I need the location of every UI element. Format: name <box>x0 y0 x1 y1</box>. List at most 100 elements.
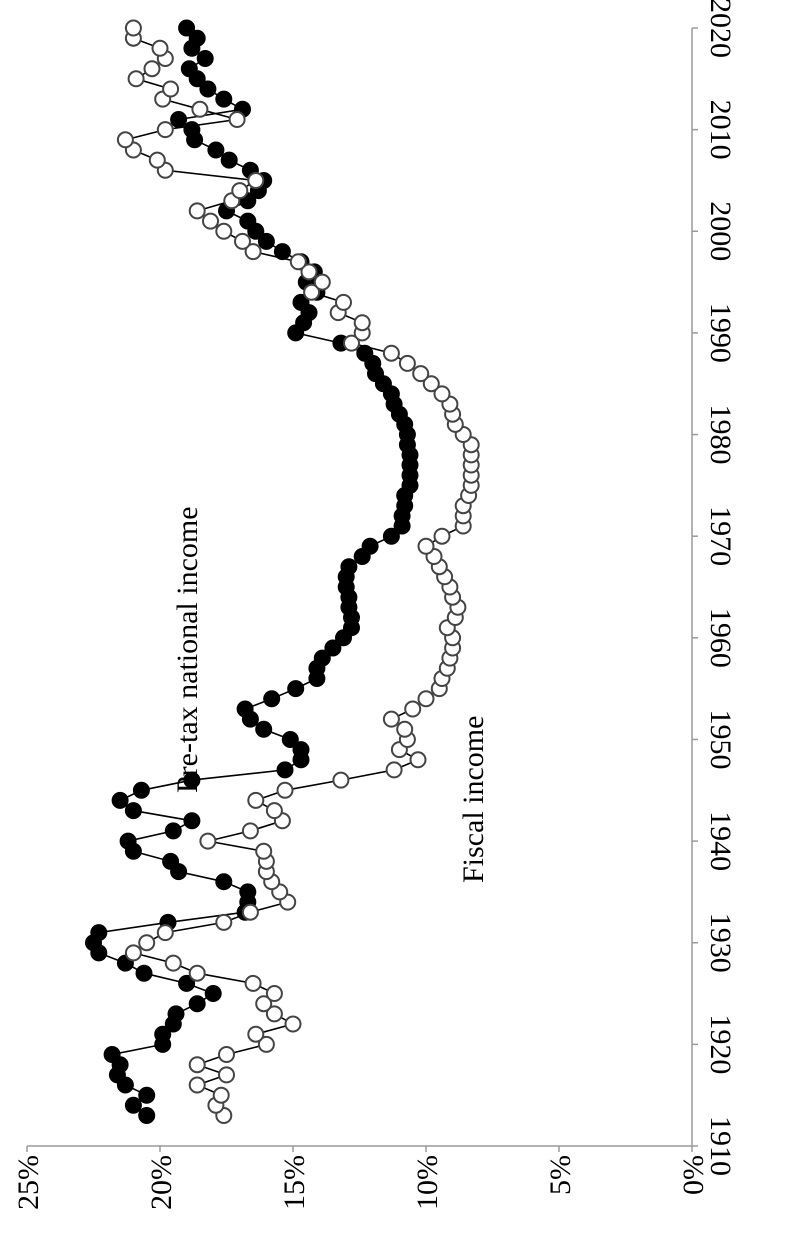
data-point <box>218 1046 235 1063</box>
data-point <box>215 90 233 108</box>
data-point <box>138 1086 156 1104</box>
x-tick-label: 1930 <box>704 913 737 973</box>
data-point <box>382 710 400 728</box>
data-point <box>409 751 427 769</box>
data-point <box>313 273 331 291</box>
data-point <box>265 1005 283 1023</box>
data-point <box>398 354 416 372</box>
data-point <box>215 873 233 891</box>
data-point <box>273 243 291 261</box>
data-point <box>255 720 273 738</box>
data-point <box>324 639 342 657</box>
y-tick-label: 15% <box>278 1155 311 1210</box>
data-point <box>234 232 251 250</box>
data-point <box>335 293 352 311</box>
data-point <box>265 985 283 1002</box>
data-point <box>156 121 174 139</box>
data-point <box>154 1025 172 1043</box>
data-point <box>156 924 174 942</box>
data-point <box>138 1107 156 1124</box>
data-point <box>257 232 275 250</box>
data-point <box>103 1046 121 1063</box>
data-point <box>178 19 196 37</box>
x-tick-label: 1910 <box>704 1116 737 1176</box>
data-point <box>188 964 206 982</box>
chart-axes <box>27 28 693 1147</box>
data-point <box>119 832 137 850</box>
data-point <box>132 781 150 799</box>
data-point <box>188 1076 206 1094</box>
y-tick-label: 0% <box>677 1155 710 1195</box>
data-point <box>204 985 222 1002</box>
data-point <box>263 690 281 708</box>
data-point <box>124 1096 142 1114</box>
data-point <box>164 822 182 840</box>
data-point <box>247 791 265 809</box>
data-point <box>361 537 379 555</box>
data-point <box>396 720 414 738</box>
data-point <box>138 934 156 952</box>
data-point <box>241 822 259 840</box>
data-point <box>292 741 310 759</box>
x-tick-label: 1960 <box>704 608 737 668</box>
data-point <box>218 1066 235 1084</box>
data-point <box>332 771 350 789</box>
data-point <box>313 649 331 667</box>
x-tick-label: 2010 <box>704 100 737 160</box>
y-tick-label: 20% <box>145 1155 178 1210</box>
data-point <box>239 212 257 230</box>
data-point <box>247 172 265 189</box>
data-point <box>148 151 166 169</box>
data-point <box>382 344 400 362</box>
data-point <box>191 100 209 118</box>
data-point <box>244 243 262 261</box>
data-point <box>417 537 435 555</box>
data-point <box>257 1035 275 1053</box>
data-point <box>281 731 299 748</box>
data-point <box>116 131 134 149</box>
data-point <box>180 60 198 78</box>
data-point <box>151 39 169 57</box>
x-tick-label: 1920 <box>704 1014 737 1074</box>
data-point <box>90 924 108 942</box>
data-point <box>111 791 129 809</box>
data-point <box>239 883 257 901</box>
data-point <box>196 50 214 67</box>
data-point <box>228 111 246 128</box>
series-fiscal <box>116 19 480 1124</box>
data-point <box>135 964 153 982</box>
data-point <box>188 1056 206 1074</box>
x-tick-label: 1980 <box>704 405 737 465</box>
data-point <box>183 771 201 789</box>
y-tick-label: 10% <box>411 1155 444 1210</box>
data-point <box>404 700 422 718</box>
data-point <box>289 253 307 271</box>
data-point <box>188 995 206 1013</box>
data-point <box>385 761 403 779</box>
data-point <box>353 314 371 332</box>
x-tick-label: 1940 <box>704 811 737 871</box>
data-point <box>215 222 233 240</box>
series-pretax <box>85 19 419 1124</box>
data-point <box>167 1005 185 1023</box>
data-point <box>382 527 400 545</box>
data-point <box>340 558 358 576</box>
data-point <box>284 1015 302 1033</box>
data-point <box>202 212 219 230</box>
data-point <box>422 375 440 393</box>
data-point <box>276 781 294 799</box>
data-point <box>188 202 206 220</box>
series-label-fiscal: Fiscal income <box>457 716 490 883</box>
data-point <box>244 974 262 992</box>
series-label-pretax: Pre-tax national income <box>171 506 204 793</box>
x-tick-label: 2020 <box>704 0 737 58</box>
tick-labels: 0% 5% 10% 15% 20% 25% 1910 1920 1930 1940 1950 1960… <box>12 0 737 1210</box>
data-point <box>255 842 273 860</box>
x-tick-label: 1990 <box>704 303 737 363</box>
data-point <box>170 111 188 128</box>
y-tick-label: 5% <box>544 1155 577 1195</box>
data-point <box>265 802 283 820</box>
data-point <box>124 19 142 37</box>
x-tick-label: 1950 <box>704 709 737 769</box>
